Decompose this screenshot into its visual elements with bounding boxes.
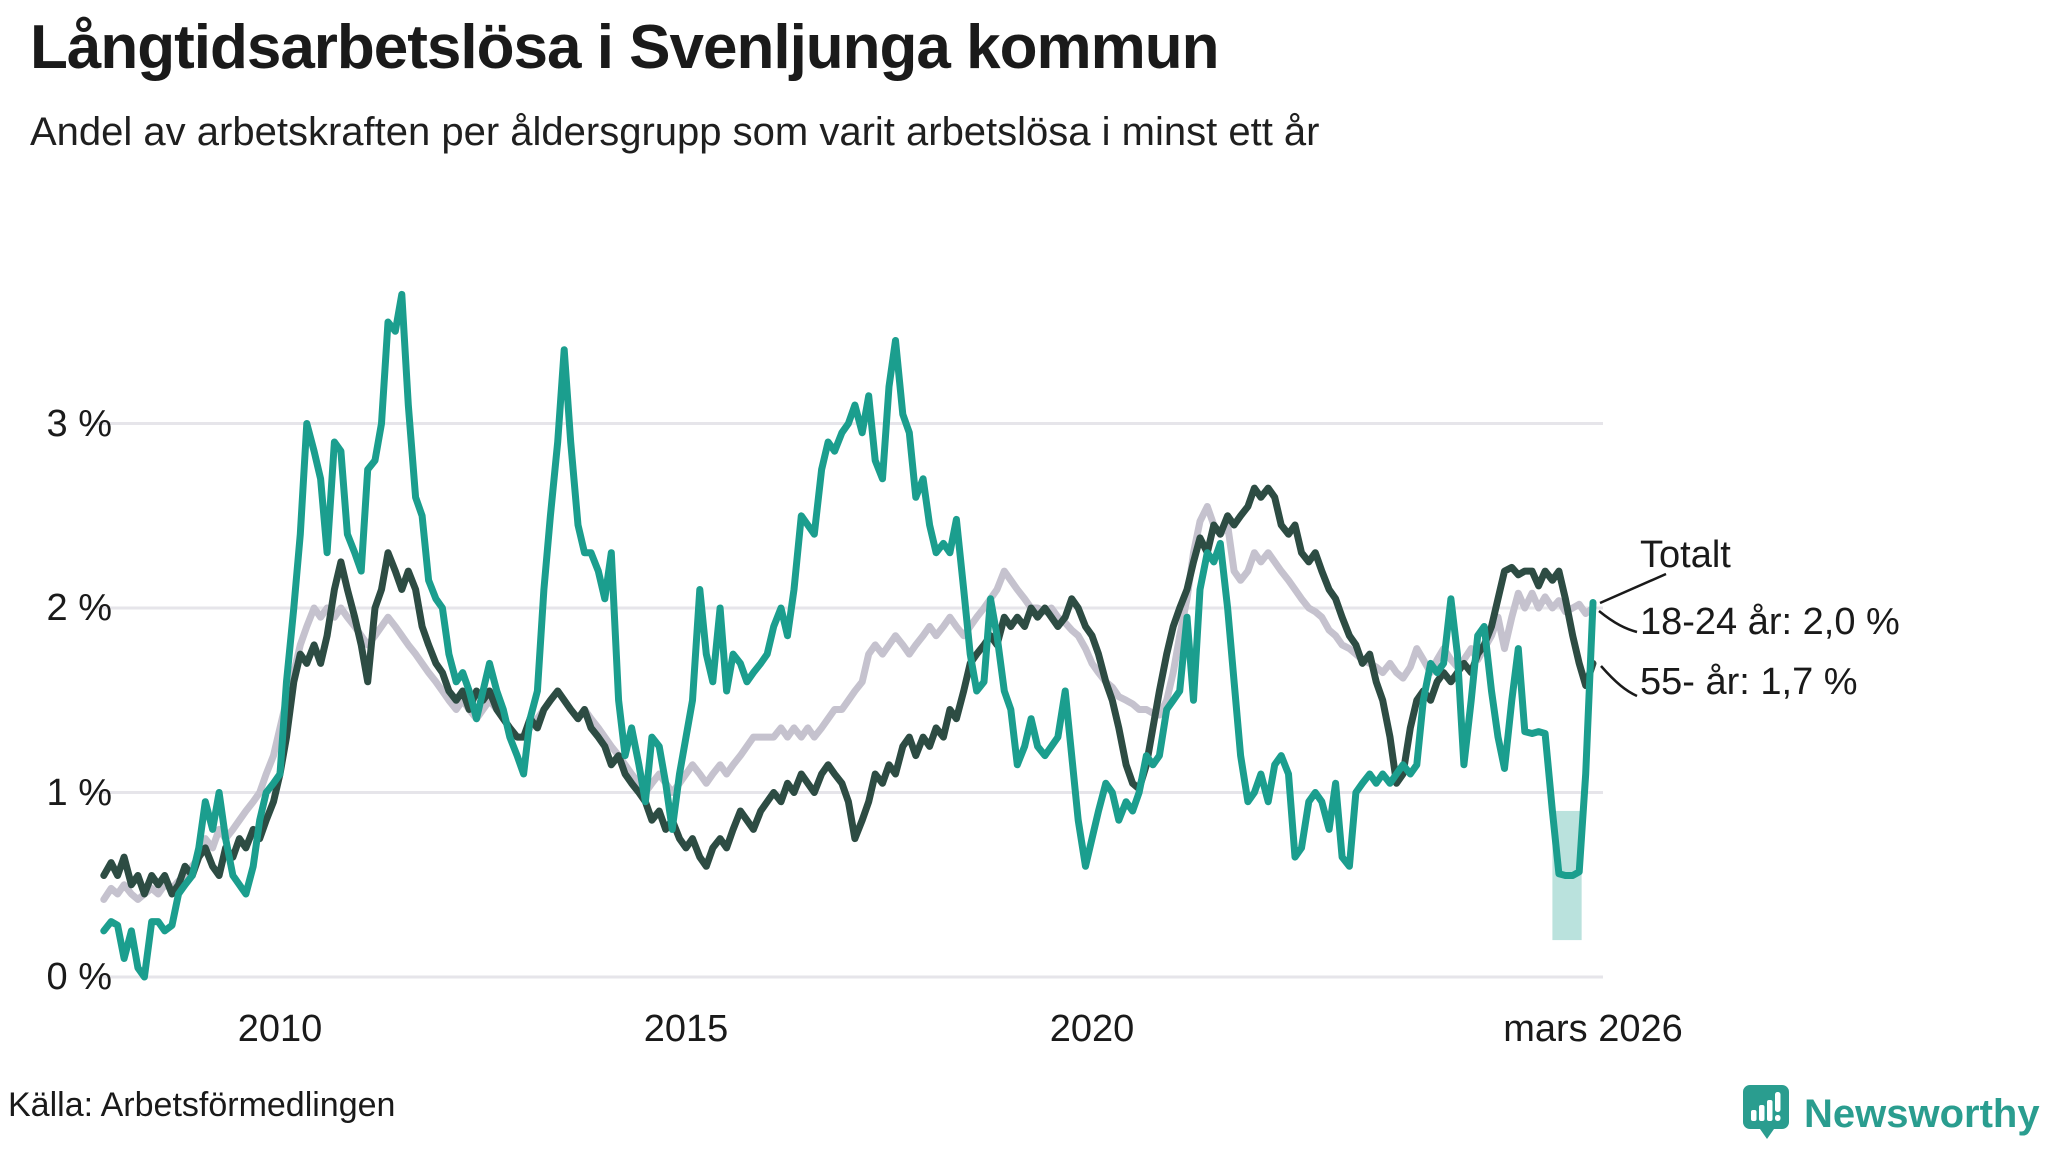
newsworthy-logo[interactable]: Newsworthy: [1742, 1084, 2040, 1145]
y-tick-3: 3 %: [46, 402, 112, 445]
x-tick-mars-2026: mars 2026: [1503, 1008, 1683, 1050]
series-label-18-24: 18-24 år: 2,0 %: [1640, 601, 1900, 643]
chart-subtitle: Andel av arbetskraften per åldersgrupp s…: [30, 110, 1320, 154]
series-line-Totalt: [100, 503, 1597, 903]
x-tick-2020: 2020: [1049, 1008, 1135, 1050]
series-line-18-24 år: [100, 290, 1597, 981]
y-tick-0: 0 %: [46, 956, 112, 998]
x-tick-2015: 2015: [643, 1008, 729, 1050]
connector-total: [1599, 572, 1667, 605]
series-label-55: 55- år: 1,7 %: [1640, 661, 1858, 703]
x-tick-2010: 2010: [237, 1008, 323, 1050]
data-series-lines: [100, 290, 1597, 981]
series-label-total: Totalt: [1640, 534, 1731, 576]
y-tick-1: 1 %: [46, 771, 112, 814]
page-title: Långtidsarbetslösa i Svenljunga kommun: [30, 13, 1219, 82]
y-tick-2: 2 %: [46, 587, 112, 629]
newsworthy-pin-icon: [1742, 1084, 1792, 1145]
connector-senior: [1600, 665, 1638, 698]
series-line-55- år: [100, 484, 1597, 898]
newsworthy-wordmark: Newsworthy: [1804, 1092, 2040, 1136]
connector-youth: [1598, 610, 1638, 634]
annotation-connectors: [1598, 572, 1667, 698]
source-note: Källa: Arbetsförmedlingen: [8, 1086, 396, 1124]
